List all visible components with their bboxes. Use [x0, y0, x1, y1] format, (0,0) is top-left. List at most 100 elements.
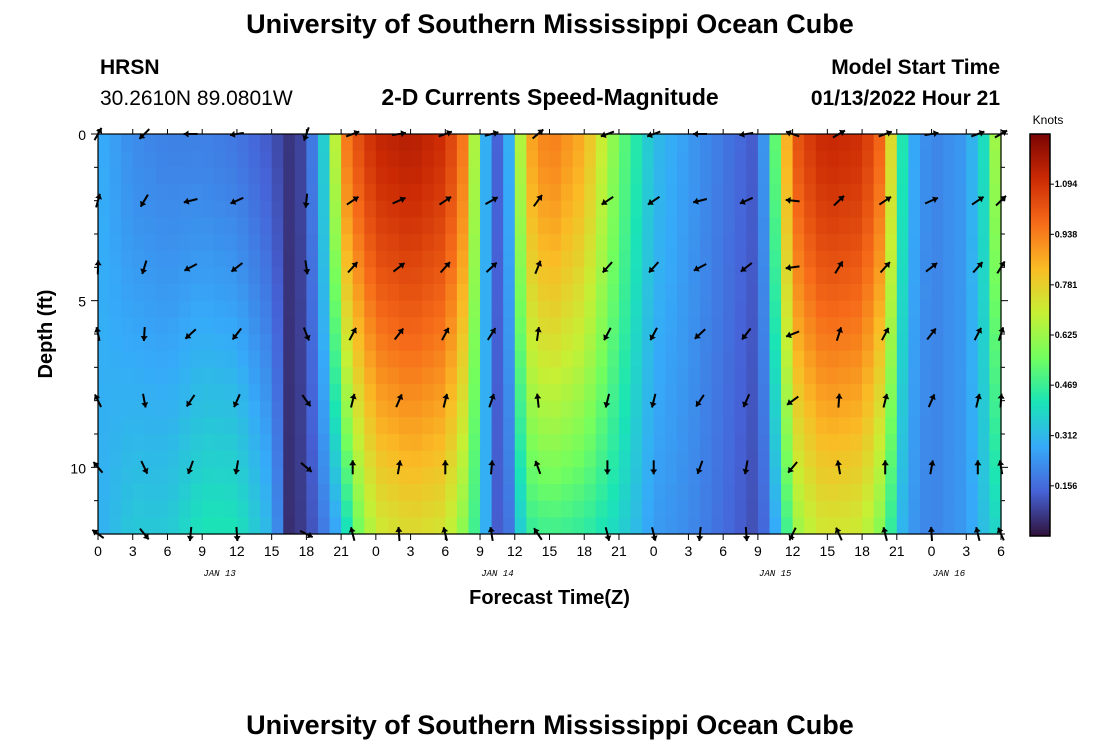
heatmap-cell	[503, 367, 516, 385]
heatmap-cell	[503, 517, 516, 535]
heatmap-cell	[121, 134, 134, 152]
model-start-label: Model Start Time	[831, 56, 1000, 79]
y-tick-label: 5	[78, 294, 86, 310]
heatmap-cell	[202, 184, 215, 202]
heatmap-cell	[98, 200, 111, 218]
heatmap-cell	[526, 484, 539, 502]
heatmap-cell	[225, 217, 238, 235]
heatmap-cell	[98, 284, 111, 302]
arrow-head	[742, 401, 749, 408]
heatmap-cell	[838, 450, 852, 468]
heatmap-cell	[954, 450, 967, 468]
heatmap-cell	[711, 200, 724, 218]
heatmap-cell	[387, 184, 400, 202]
heatmap-cell	[236, 217, 250, 235]
heatmap-cell	[827, 217, 840, 235]
heatmap-cell	[757, 217, 771, 235]
heatmap-cell	[132, 334, 145, 352]
arrow-head	[490, 262, 497, 269]
current-arrow	[603, 460, 611, 475]
heatmap-cell	[561, 250, 574, 268]
heatmap-cell	[341, 450, 354, 468]
heatmap-cell	[908, 500, 921, 518]
heatmap-cell	[584, 434, 597, 452]
heatmap-cell	[341, 167, 354, 185]
heatmap-cell	[665, 350, 678, 368]
heatmap-cell	[491, 334, 504, 352]
heatmap-cell	[804, 517, 817, 535]
heatmap-cell	[248, 417, 261, 435]
heatmap-cell	[954, 350, 967, 368]
heatmap-cell	[514, 334, 527, 352]
heatmap-cell	[468, 267, 481, 285]
heatmap-cell	[491, 450, 504, 468]
heatmap-cell	[526, 334, 539, 352]
heatmap-cell	[919, 250, 933, 268]
heatmap-cell	[746, 417, 759, 435]
current-arrow	[650, 460, 658, 475]
arrow-head	[604, 535, 612, 541]
heatmap-cell	[410, 134, 423, 152]
heatmap-cell	[943, 467, 956, 485]
heatmap-cell	[838, 300, 852, 318]
heatmap-cell	[225, 517, 238, 535]
heatmap-cell	[862, 317, 875, 335]
heatmap-cell	[132, 350, 145, 368]
heatmap-cell	[364, 467, 377, 485]
heatmap-cell	[260, 400, 273, 418]
heatmap-cell	[665, 384, 678, 402]
heatmap-cell	[260, 267, 273, 285]
current-arrow	[183, 263, 198, 272]
heatmap-cell	[630, 467, 643, 485]
heatmap-cell	[468, 234, 481, 252]
heatmap-cell	[700, 267, 713, 285]
arrow-head	[647, 198, 654, 205]
heatmap-cell	[155, 134, 169, 152]
heatmap-cell	[317, 317, 331, 335]
heatmap-cell	[618, 250, 632, 268]
heatmap-cell	[943, 267, 956, 285]
x-tick-label: 18	[854, 543, 870, 559]
heatmap-cell	[966, 317, 979, 335]
arrow-head	[882, 393, 890, 400]
heatmap-cell	[561, 450, 574, 468]
heatmap-cell	[537, 334, 551, 352]
heatmap-cell	[491, 167, 504, 185]
heatmap-cell	[827, 250, 840, 268]
heatmap-cell	[653, 334, 666, 352]
heatmap-cell	[283, 184, 296, 202]
x-tick-label: 18	[299, 543, 315, 559]
heatmap-cell	[827, 234, 840, 252]
current-arrow	[140, 326, 148, 342]
heatmap-cell	[676, 300, 690, 318]
heatmap-cell	[642, 234, 655, 252]
heatmap-cell	[399, 450, 412, 468]
heatmap-cell	[549, 384, 562, 402]
heatmap-cell	[132, 384, 145, 402]
heatmap-cell	[595, 300, 608, 318]
heatmap-cell	[642, 150, 655, 168]
heatmap-cell	[850, 300, 863, 318]
heatmap-cell	[491, 284, 504, 302]
heatmap-cell	[109, 134, 122, 152]
heatmap-cell	[433, 300, 446, 318]
current-arrow	[695, 394, 705, 408]
heatmap-cell	[862, 334, 875, 352]
heatmap-cell	[989, 167, 1002, 185]
heatmap-cell	[236, 250, 250, 268]
current-arrow	[186, 460, 194, 475]
heatmap-cell	[422, 417, 435, 435]
heatmap-cell	[584, 400, 597, 418]
heatmap-cell	[248, 467, 261, 485]
current-arrow	[603, 327, 612, 341]
heatmap-cell	[827, 367, 840, 385]
heatmap-cell	[167, 250, 180, 268]
heatmap-cell	[954, 334, 967, 352]
heatmap-cell	[896, 250, 909, 268]
heatmap-cell	[179, 434, 192, 452]
arrow-head	[442, 393, 450, 400]
heatmap-cell	[850, 200, 863, 218]
heatmap-cell	[155, 500, 169, 518]
heatmap-cell	[422, 317, 435, 335]
heatmap-cell	[121, 267, 134, 285]
